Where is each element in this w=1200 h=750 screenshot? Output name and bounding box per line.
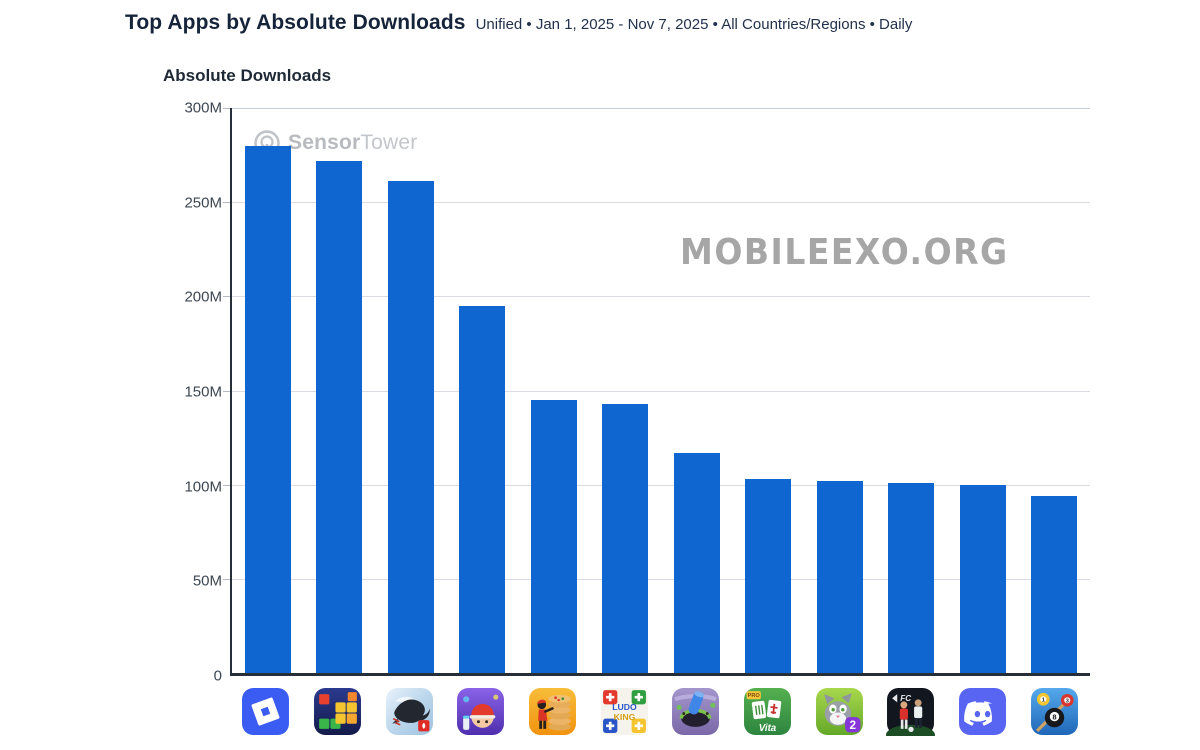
app-icons-row: LUDO KING [230,687,1090,741]
bar-discord[interactable] [959,484,1006,673]
sensor-tower-wordmark: SensorTower [288,131,418,154]
icon-slot: LUDO KING [588,687,660,741]
y-tick-label: 200M [184,288,222,306]
bar-slot [733,108,805,673]
gridline-250M [232,202,1090,204]
icon-slot [302,687,374,741]
8-ball-pool-icon[interactable]: 1 3 8 [1030,687,1079,736]
block-blast-icon[interactable] [313,687,362,736]
discord-icon[interactable] [958,687,1007,736]
page-title: Top Apps by Absolute Downloads [125,11,466,34]
y-tick-mark [223,484,230,486]
gridline-100M [232,484,1090,486]
chart-header: Top Apps by Absolute Downloads Unified •… [125,11,912,35]
svg-text:PRO: PRO [748,693,761,699]
icon-slot [230,687,302,741]
roblox-icon[interactable] [241,687,290,736]
y-tick-mark [223,202,230,204]
icon-slot [660,687,732,741]
subway-surfers-icon[interactable] [456,687,505,736]
gridline-300M [232,108,1090,109]
bar-block-blast[interactable] [316,160,363,673]
bar-slot [590,108,662,673]
bar-hole-io[interactable] [673,452,720,673]
bar-slot [375,108,447,673]
bar-slot [876,108,948,673]
hole-game-icon[interactable] [671,687,720,736]
svg-text:8: 8 [1052,712,1057,721]
bar-roblox[interactable] [244,145,291,673]
bar-slot [1019,108,1091,673]
icon-slot [445,687,517,741]
bar-slot [232,108,304,673]
ea-fc-mobile-icon[interactable]: FC [886,687,936,736]
bar-slot [447,108,519,673]
svg-text:Vita: Vita [759,723,777,734]
bar-garena-free-fire[interactable] [387,181,434,673]
svg-text:2: 2 [849,719,856,732]
site-watermark: MOBILEEXO.ORG [680,230,1009,273]
svg-text:LUDO: LUDO [612,702,637,712]
bar-slot [804,108,876,673]
icon-slot: 2 [803,687,875,741]
y-tick-label: 150M [184,383,222,401]
pizza-ready-icon[interactable] [528,687,577,736]
gridline-150M [232,390,1090,392]
y-tick-label: 50M [192,572,222,590]
svg-text:1: 1 [1041,697,1044,703]
bar-ea-sports-fc-mobile[interactable] [888,482,935,673]
free-fire-icon[interactable] [385,687,434,736]
y-tick-label: 100M [184,478,222,496]
bar-ludo-king[interactable] [602,403,649,673]
y-tick-mark [223,578,230,580]
bars [232,108,1090,673]
gridline-200M [232,296,1090,298]
bar-subway-surfers[interactable] [459,305,506,673]
bar-slot [947,108,1019,673]
bar-slot [661,108,733,673]
svg-text:FC: FC [901,694,912,703]
svg-text:3: 3 [1065,699,1068,705]
y-axis-labels: 300M 250M 200M 150M 100M 50M 0 [138,100,222,685]
gridline-50M [232,578,1090,580]
svg-text:KING: KING [613,712,635,722]
bar-slot [304,108,376,673]
y-tick-label: 250M [184,194,222,212]
my-talking-tom-2-icon[interactable]: 2 [815,687,864,736]
ludo-king-icon[interactable]: LUDO KING [600,687,649,736]
vita-mahjong-icon[interactable]: PRO Vita [743,687,792,736]
y-tick-label: 0 [213,667,222,685]
icon-slot: FC [875,687,947,741]
bar-my-talking-tom-2[interactable] [816,480,863,673]
chart-filters-summary: Unified • Jan 1, 2025 - Nov 7, 2025 • Al… [475,16,913,33]
y-tick-mark [223,108,230,109]
icon-slot [517,687,589,741]
icon-slot: 1 3 8 [1018,687,1090,741]
bar-pizza-ready[interactable] [530,399,577,673]
bar-slot [518,108,590,673]
y-tick-mark [223,296,230,298]
plot-area: SensorTower MOBILEEXO.ORG [223,108,1090,676]
bar-vita-mahjong[interactable] [745,479,792,673]
y-tick-label: 300M [184,99,222,117]
y-tick-mark [223,390,230,392]
icon-slot: PRO Vita [732,687,804,741]
bar-8-ball-pool[interactable] [1031,495,1078,673]
y-axis-title: Absolute Downloads [163,66,332,85]
icon-slot [373,687,445,741]
icon-slot [947,687,1019,741]
